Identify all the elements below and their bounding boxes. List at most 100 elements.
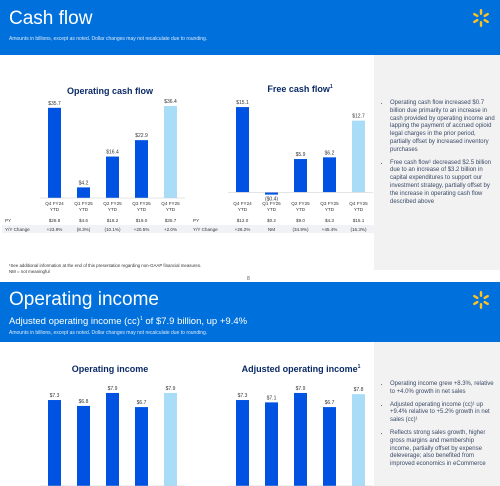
bar-value-label: $7.1 [267, 395, 277, 401]
bar [352, 394, 365, 486]
row-label: Y/Y Change [5, 227, 30, 232]
table-cell: $4.3 [325, 218, 334, 223]
table-cell: NM [267, 227, 276, 232]
adjusted-operating-income-chart: $7.3 $7.1 $7.9 $6.7 $7.8 [228, 386, 373, 486]
table-cell: +26.2% [234, 227, 251, 232]
bar [294, 392, 307, 486]
bar-value-label: $36.4 [164, 99, 177, 105]
operating-cash-flow-table: PY $28.8 $4.6 $18.2 $19.0 $35.7 Y/Y Change +23.… [2, 216, 190, 234]
table-cell: $0.2 [267, 218, 276, 223]
bar [294, 159, 307, 193]
walmart-spark-icon [473, 291, 489, 309]
table-cell: $35.7 [164, 218, 177, 223]
table-row: PY $28.8 $4.6 $18.2 $19.0 $35.7 [2, 216, 190, 224]
bar [265, 192, 278, 195]
category-label: Q3 FY25 YTD [320, 201, 339, 212]
bar [106, 392, 119, 486]
bar [135, 407, 148, 486]
bar [135, 140, 148, 198]
free-cash-flow-table: PY $12.0 $0.2 $9.0 $4.3 $15.1 Y/Y Change +26.2%… [190, 216, 374, 234]
table-cell: $4.6 [79, 218, 88, 223]
table-cell: (16.3%) [350, 227, 367, 232]
cash-flow-commentary-panel [374, 55, 500, 270]
bar-value-label: $7.3 [238, 393, 248, 399]
bar [77, 187, 90, 198]
category-label: Q4 FY24 YTD [233, 201, 252, 212]
table-cell: $9.0 [296, 218, 305, 223]
bar [352, 120, 365, 193]
bullet-item: Operating income grew +8.3%, relative to… [390, 381, 496, 397]
bar [236, 107, 249, 193]
bar [265, 402, 278, 486]
category-label: Q2 FY25 YTD [291, 201, 310, 212]
table-row: PY $12.0 $0.2 $9.0 $4.3 $15.1 [190, 216, 374, 224]
footnote: ¹See additional information at the end o… [9, 263, 202, 268]
table-cell: $19.0 [135, 218, 148, 223]
bar-value-label: $16.4 [106, 150, 119, 156]
free-cash-flow-chart: $15.1 Q4 FY24 YTD ($0.4)Q1 FY25 YTD $5.9 Q2 FY… [228, 100, 373, 212]
operating-income-banner: Operating income Adjusted operating inco… [0, 282, 500, 342]
table-row: Y/Y Change +26.2% NM (34.9%) +45.4% (16.3%) [190, 225, 374, 233]
bar-value-label: $6.8 [79, 399, 89, 405]
bar-value-label: $7.3 [50, 393, 60, 399]
category-label: Q1 FY25 YTD [262, 201, 281, 212]
row-label: PY [193, 218, 200, 223]
operating-income-title: Operating income [9, 289, 159, 310]
table-cell: +23.9% [46, 227, 63, 232]
category-label: Q1 FY25 YTD [74, 201, 93, 212]
table-cell: +20.5% [133, 227, 150, 232]
bullet-item: Operating cash flow increased $0.7 billi… [390, 100, 496, 155]
bar [48, 107, 61, 198]
operating-income-bullets: Operating income grew +8.3%, relative to… [384, 381, 496, 474]
operating-income-chart: $7.3 $6.8 $7.9 $6.7 $7.9 [40, 386, 185, 486]
row-label: Y/Y Change [193, 227, 218, 232]
category-label: Q4 FY25 YTD [161, 201, 180, 212]
table-row: Y/Y Change +23.9% (8.3%) (10.1%) +20.5% +2.0% [2, 225, 190, 233]
table-cell: (34.9%) [292, 227, 309, 232]
bar-value-label: ($0.4) [265, 197, 278, 203]
page-number: 8 [247, 276, 250, 282]
bar-value-label: $6.2 [325, 150, 335, 156]
bar-value-label: $4.2 [79, 180, 89, 186]
table-cell: (8.3%) [76, 227, 91, 232]
bar-value-label: $15.1 [236, 100, 249, 106]
cash-flow-banner: Cash flow Amounts in billions, except as… [0, 0, 500, 55]
table-cell: $18.2 [106, 218, 119, 223]
bar-value-label: $7.9 [166, 386, 176, 392]
table-cell: $28.8 [48, 218, 61, 223]
bar-value-label: $7.8 [354, 387, 364, 393]
bullet-item: Free cash flow¹ decreased $2.5 billion d… [390, 160, 496, 207]
cash-flow-subtitle: Amounts in billions, except as noted. Do… [9, 36, 208, 42]
cash-flow-bullets: Operating cash flow increased $0.7 billi… [384, 100, 496, 211]
operating-income-commentary-panel [374, 342, 500, 486]
bar [323, 407, 336, 486]
bar-value-label: $6.7 [137, 400, 147, 406]
bar-value-label: $6.7 [325, 400, 335, 406]
operating-income-headline: Adjusted operating income (cc)1 of $7.9 … [9, 316, 248, 328]
bullet-item: Adjusted operating income (cc)¹ up +9.4%… [390, 402, 496, 425]
bar-value-label: $5.9 [296, 152, 306, 158]
operating-income-subtitle: Amounts in billions, except as noted. Do… [9, 330, 208, 336]
operating-cash-flow-chart: $35.7 Q4 FY24 YTD $4.2 Q1 FY25 YTD $16.4 Q2 FY2… [40, 99, 185, 212]
bar [106, 156, 119, 198]
bullet-item: Reflects strong sales growth, higher gro… [390, 430, 496, 469]
adjusted-operating-income-title: Adjusted operating income1 [241, 364, 361, 374]
table-cell: (10.1%) [104, 227, 121, 232]
bar [48, 400, 61, 486]
bar [164, 392, 177, 486]
cash-flow-title: Cash flow [9, 8, 93, 29]
bar-value-label: $22.9 [135, 133, 148, 139]
bar [164, 106, 177, 198]
bar-value-label: $35.7 [48, 101, 61, 107]
category-label: Q4 FY25 YTD [349, 201, 368, 212]
bar [323, 157, 336, 193]
table-cell: $15.1 [352, 218, 365, 223]
table-cell: +2.0% [163, 227, 178, 232]
bar-value-label: $7.9 [108, 386, 118, 392]
bar-value-label: $7.9 [296, 386, 306, 392]
footnote-nm: NM = not meaningful [9, 269, 50, 274]
category-label: Q2 FY25 YTD [103, 201, 122, 212]
table-cell: +45.4% [321, 227, 338, 232]
bar [77, 405, 90, 486]
table-cell: $12.0 [236, 218, 249, 223]
